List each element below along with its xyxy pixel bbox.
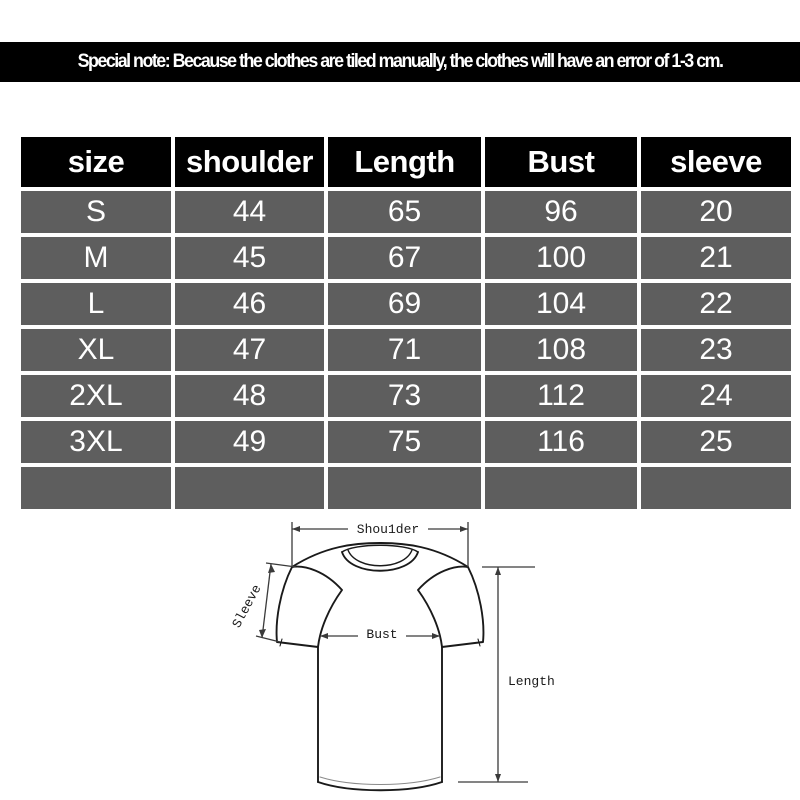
size-chart-table: size shoulder Length Bust sleeve S 44 65… bbox=[17, 133, 795, 513]
cell-length: 67 bbox=[328, 237, 481, 279]
cell-size bbox=[21, 467, 171, 509]
cell-shoulder: 46 bbox=[175, 283, 324, 325]
cell-bust: 116 bbox=[485, 421, 637, 463]
cell-sleeve bbox=[641, 467, 791, 509]
cell-sleeve: 23 bbox=[641, 329, 791, 371]
size-chart-header: size shoulder Length Bust sleeve bbox=[21, 137, 791, 187]
sleeve-dimension-line bbox=[255, 562, 297, 643]
cell-sleeve: 22 bbox=[641, 283, 791, 325]
cell-length bbox=[328, 467, 481, 509]
special-note-text: Special note: Because the clothes are ti… bbox=[77, 51, 724, 72]
cell-size: M bbox=[21, 237, 171, 279]
table-row: M 45 67 100 21 bbox=[21, 237, 791, 279]
size-chart-body: S 44 65 96 20 M 45 67 100 21 L 46 69 104… bbox=[21, 191, 791, 509]
cell-length: 75 bbox=[328, 421, 481, 463]
cell-shoulder: 49 bbox=[175, 421, 324, 463]
cell-sleeve: 25 bbox=[641, 421, 791, 463]
cell-bust: 108 bbox=[485, 329, 637, 371]
cell-size: 2XL bbox=[21, 375, 171, 417]
table-row-empty bbox=[21, 467, 791, 509]
table-row: S 44 65 96 20 bbox=[21, 191, 791, 233]
length-label: Length bbox=[508, 674, 555, 689]
cell-size: S bbox=[21, 191, 171, 233]
cell-bust: 96 bbox=[485, 191, 637, 233]
tshirt-outline-icon bbox=[275, 542, 485, 792]
bust-label: Bust bbox=[366, 627, 397, 642]
cell-length: 69 bbox=[328, 283, 481, 325]
column-header-bust: Bust bbox=[485, 137, 637, 187]
bust-label-backdrop bbox=[358, 624, 406, 644]
column-header-length: Length bbox=[328, 137, 481, 187]
table-header-row: size shoulder Length Bust sleeve bbox=[21, 137, 791, 187]
cell-bust: 112 bbox=[485, 375, 637, 417]
cell-sleeve: 21 bbox=[641, 237, 791, 279]
cell-sleeve: 24 bbox=[641, 375, 791, 417]
cell-length: 73 bbox=[328, 375, 481, 417]
column-header-shoulder: shoulder bbox=[175, 137, 324, 187]
column-header-sleeve: sleeve bbox=[641, 137, 791, 187]
cell-length: 71 bbox=[328, 329, 481, 371]
sleeve-label: Sleeve bbox=[230, 582, 265, 630]
cell-length: 65 bbox=[328, 191, 481, 233]
table-row: XL 47 71 108 23 bbox=[21, 329, 791, 371]
cell-size: XL bbox=[21, 329, 171, 371]
column-header-size: size bbox=[21, 137, 171, 187]
cell-shoulder: 47 bbox=[175, 329, 324, 371]
length-dimension-line bbox=[458, 566, 535, 783]
cell-shoulder: 44 bbox=[175, 191, 324, 233]
cell-size: 3XL bbox=[21, 421, 171, 463]
cell-bust: 104 bbox=[485, 283, 637, 325]
cell-bust: 100 bbox=[485, 237, 637, 279]
tshirt-measurement-diagram: Shou1der Sleeve Bust Length bbox=[230, 505, 630, 800]
cell-shoulder: 45 bbox=[175, 237, 324, 279]
cell-shoulder: 48 bbox=[175, 375, 324, 417]
cell-bust bbox=[485, 467, 637, 509]
special-note-banner: Special note: Because the clothes are ti… bbox=[0, 42, 800, 82]
table-row: 2XL 48 73 112 24 bbox=[21, 375, 791, 417]
cell-sleeve: 20 bbox=[641, 191, 791, 233]
cell-size: L bbox=[21, 283, 171, 325]
table-row: L 46 69 104 22 bbox=[21, 283, 791, 325]
table-row: 3XL 49 75 116 25 bbox=[21, 421, 791, 463]
shoulder-label: Shou1der bbox=[357, 522, 419, 537]
shoulder-label-backdrop bbox=[348, 517, 428, 539]
cell-shoulder bbox=[175, 467, 324, 509]
